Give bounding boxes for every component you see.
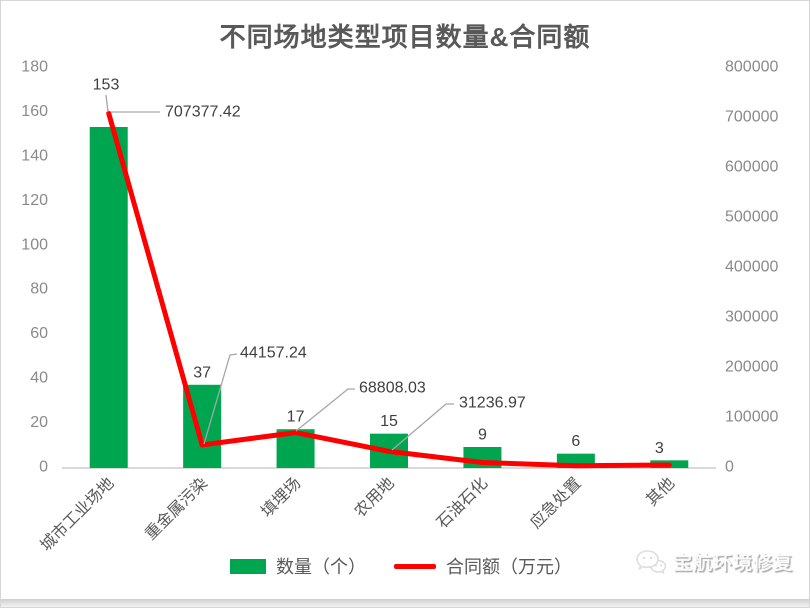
right-axis-tick-label: 400000 xyxy=(725,259,778,276)
label-leader-line xyxy=(105,94,109,113)
left-axis-tick-label: 0 xyxy=(39,459,48,476)
left-axis-tick-label: 140 xyxy=(21,147,48,164)
watermark: 宝航环境修复 xyxy=(635,548,793,575)
right-axis-tick-label: 100000 xyxy=(725,409,778,426)
left-axis-tick-label: 60 xyxy=(30,325,48,342)
left-axis-tick-label: 120 xyxy=(21,192,48,209)
legend-line-swatch-icon xyxy=(394,563,436,569)
right-axis-tick-label: 500000 xyxy=(725,209,778,226)
category-label-0: 城市工业场地 xyxy=(37,474,118,555)
contract-line xyxy=(106,110,672,469)
watermark-text: 宝航环境修复 xyxy=(672,553,793,574)
legend-line-label: 合同额（万元） xyxy=(446,557,572,577)
left-axis-tick-label: 20 xyxy=(30,414,48,431)
line-point-label-0: 707377.42 xyxy=(165,104,241,121)
right-axis-tick-label: 200000 xyxy=(725,359,778,376)
left-axis-tick-label: 160 xyxy=(21,103,48,120)
bar-value-label-3: 15 xyxy=(380,413,398,430)
bar-value-label-5: 6 xyxy=(571,433,580,450)
chart-title: 不同场地类型项目数量&合同额 xyxy=(219,22,591,52)
line-point-label-3: 31236.97 xyxy=(459,395,526,412)
label-leader-line xyxy=(391,403,454,451)
left-axis-tick-label: 40 xyxy=(30,370,48,387)
bar-0 xyxy=(89,127,128,468)
frame-shadow xyxy=(1,599,809,607)
left-axis-tick-label: 80 xyxy=(30,281,48,298)
line-point-label-2: 68808.03 xyxy=(359,380,426,397)
bar-value-label-6: 3 xyxy=(655,440,664,457)
bar-value-label-0: 153 xyxy=(93,77,120,94)
bar-value-label-2: 17 xyxy=(287,409,305,426)
right-axis-tick-label: 800000 xyxy=(725,59,778,76)
legend-bar-label: 数量（个） xyxy=(276,557,366,577)
right-axis-tick-label: 0 xyxy=(725,459,734,476)
category-label-2: 填埋场 xyxy=(258,474,305,521)
category-label-1: 重金属污染 xyxy=(142,474,211,543)
right-axis-tick-label: 600000 xyxy=(725,159,778,176)
bar-value-label-4: 9 xyxy=(478,427,487,444)
right-axis-tick-label: 700000 xyxy=(725,109,778,126)
label-leader-line xyxy=(295,388,355,432)
right-axis-tick-label: 300000 xyxy=(725,309,778,326)
label-leader-line xyxy=(203,353,238,445)
category-label-6: 其他 xyxy=(643,474,678,509)
legend-bar-swatch-icon xyxy=(230,558,266,574)
category-label-5: 应急处置 xyxy=(526,473,585,532)
category-label-4: 石油石化 xyxy=(433,474,491,532)
legend: 数量（个） 合同额（万元） xyxy=(230,553,572,579)
left-axis-tick-label: 100 xyxy=(21,236,48,253)
left-axis-tick-label: 180 xyxy=(21,59,48,76)
category-label-3: 农用地 xyxy=(351,474,398,521)
line-point-label-1: 44157.24 xyxy=(240,345,307,362)
wechat-bubbles-icon xyxy=(636,549,667,575)
bar-value-label-1: 37 xyxy=(193,364,211,381)
